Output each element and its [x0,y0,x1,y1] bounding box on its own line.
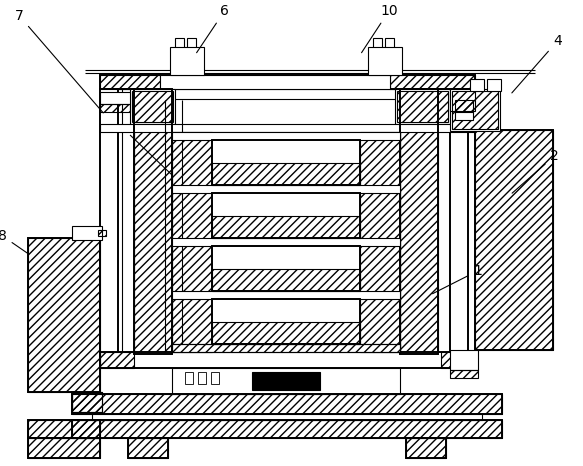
Bar [475,130,553,350]
Text: 10: 10 [361,4,398,53]
Bar [28,238,100,392]
Bar [450,350,478,370]
Bar [170,47,204,75]
Bar [134,89,172,354]
Bar [212,216,360,238]
Bar [172,291,400,299]
Bar [172,344,400,352]
Bar [130,89,175,124]
Bar [28,438,100,458]
Bar [360,132,400,352]
Bar [28,420,100,438]
Bar [72,394,502,414]
Bar [212,269,360,291]
Bar [72,420,502,438]
Bar [450,370,478,378]
Bar [100,89,118,354]
Bar [441,352,475,368]
Bar [134,89,172,354]
Bar [98,230,106,236]
Bar [487,79,501,91]
Bar [373,38,382,48]
Bar [100,352,475,368]
Bar [212,246,360,291]
Text: 2: 2 [512,149,559,193]
Bar [212,140,360,185]
Bar [212,193,360,238]
Bar [455,100,473,112]
Bar [455,112,473,120]
Bar [100,124,475,132]
Text: 1: 1 [433,264,482,294]
Bar [172,132,212,352]
Bar [406,438,446,458]
Bar [406,438,446,458]
Bar [172,344,400,352]
Bar [172,368,400,394]
Bar [198,372,206,384]
Bar [128,438,168,458]
Bar [252,372,320,390]
Text: 4: 4 [512,34,562,93]
Bar [475,130,553,350]
Bar [385,38,394,48]
Bar [100,75,475,89]
Text: 6: 6 [196,4,229,53]
Bar [72,420,502,438]
Bar [450,89,468,354]
Bar [172,132,400,140]
Text: 8: 8 [0,229,28,254]
Bar [72,226,102,240]
Bar [397,91,448,122]
Bar [450,89,475,111]
Bar [72,394,502,414]
Bar [100,104,130,112]
Bar [400,89,438,354]
Bar [438,89,450,354]
Bar [212,163,360,185]
Bar [172,185,400,193]
Bar [122,89,134,354]
Bar [100,75,160,89]
Bar [368,47,402,75]
Bar [100,352,134,368]
Bar [212,299,360,344]
Bar [395,89,450,124]
Bar [100,92,130,104]
Bar [390,75,475,89]
Bar [175,38,184,48]
Bar [452,91,498,129]
Bar [28,420,100,438]
Bar [128,438,168,458]
Bar [72,392,102,412]
Bar [160,75,390,89]
Bar [211,372,219,384]
Bar [172,238,400,246]
Bar [100,89,475,99]
Bar [450,89,500,131]
Bar [212,322,360,344]
Bar [28,238,100,392]
Bar [400,89,438,354]
Bar [185,372,193,384]
Bar [187,38,196,48]
Bar [72,392,102,412]
Text: 7: 7 [15,9,103,113]
Bar [470,79,484,91]
Bar [132,91,173,122]
Bar [28,438,100,458]
Bar [92,414,482,420]
Bar [172,132,400,352]
